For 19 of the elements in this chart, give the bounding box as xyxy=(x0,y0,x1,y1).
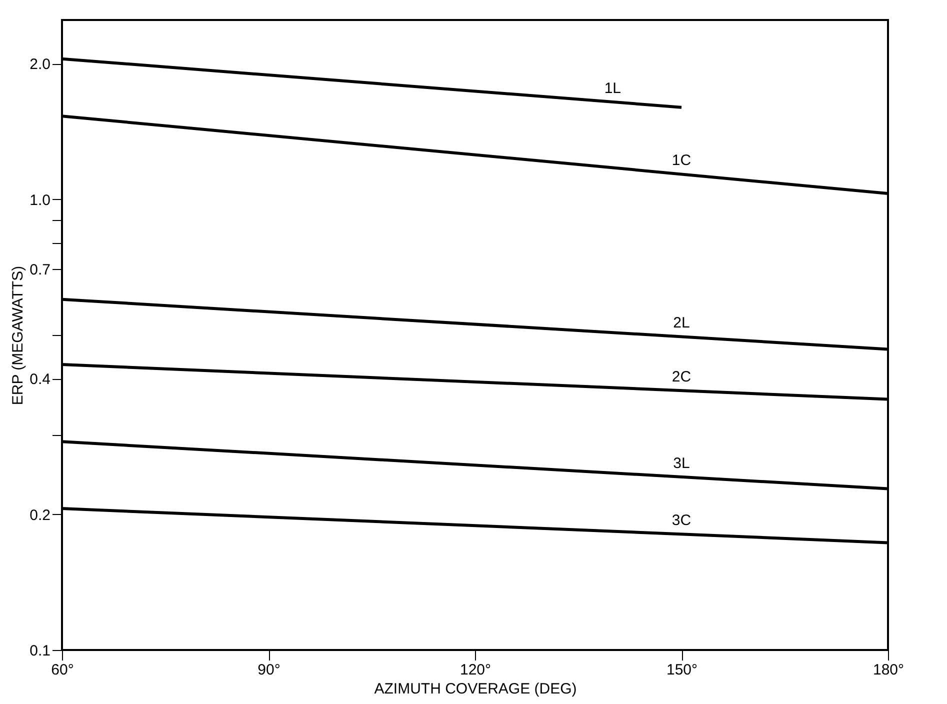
x-axis-title: AZIMUTH COVERAGE (DEG) xyxy=(374,680,577,698)
series-label: 3L xyxy=(673,454,690,472)
y-tick-label: 0.2 xyxy=(30,506,50,524)
series-label: 3C xyxy=(672,512,692,530)
y-axis-title: ERP (MEGAWATTS) xyxy=(10,266,27,406)
x-tick-label: 60° xyxy=(51,662,74,678)
series-label: 1L xyxy=(604,80,622,97)
y-tick-label: 2.0 xyxy=(30,56,50,74)
y-tick-label: 1.0 xyxy=(30,192,50,209)
x-tick-label: 150° xyxy=(666,662,698,678)
series-label: 2L xyxy=(673,314,690,332)
x-tick-label: 180° xyxy=(872,662,904,678)
x-tick-label: 120° xyxy=(460,662,492,678)
x-tick-label: 90° xyxy=(258,662,280,678)
y-tick-label: 0.1 xyxy=(30,642,50,660)
series-label: 2C xyxy=(672,368,692,386)
y-tick-label: 0.7 xyxy=(30,262,50,279)
series-label: 1C xyxy=(672,152,692,170)
y-tick-label: 0.4 xyxy=(30,371,50,388)
